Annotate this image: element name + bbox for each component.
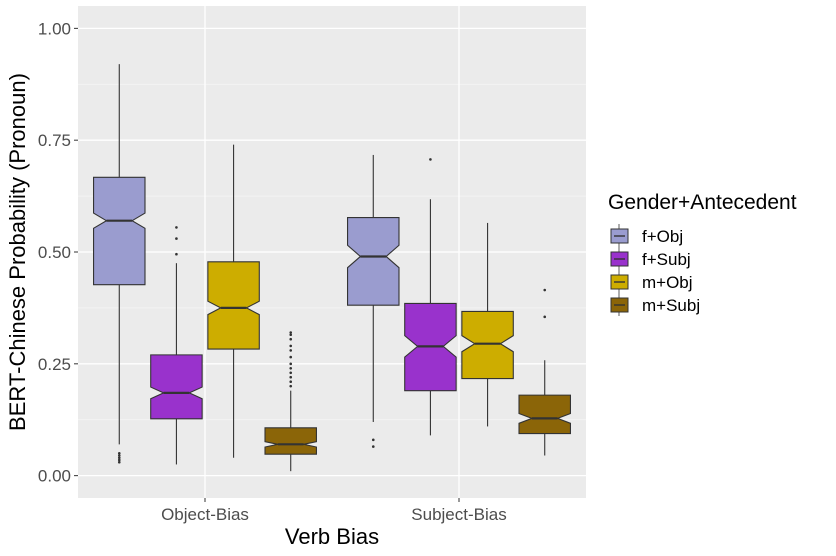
x-axis: Object-Bias Subject-Bias: [161, 498, 507, 524]
x-tick-label: Subject-Bias: [411, 505, 506, 524]
outlier-point: [117, 460, 121, 464]
y-axis: 0.00 0.25 0.50 0.75 1.00: [38, 19, 78, 486]
box-body: [93, 176, 146, 286]
outlier-point: [289, 362, 293, 366]
outlier-point: [117, 456, 121, 460]
outlier-point: [289, 384, 293, 388]
legend-entry-m+Obj: m+Obj: [610, 270, 693, 293]
outlier-point: [117, 451, 121, 455]
outlier-point: [289, 375, 293, 379]
y-tick-label: 0.25: [38, 355, 71, 374]
box-f+Subj-Object-Bias: [150, 226, 203, 465]
outlier-point: [543, 315, 547, 319]
x-tick-label: Object-Bias: [161, 505, 249, 524]
box-body: [461, 310, 514, 380]
box-f+Subj-Subject-Bias: [404, 158, 457, 436]
legend-entry-m+Subj: m+Subj: [610, 293, 700, 316]
box-body: [207, 261, 260, 350]
legend-title: Gender+Antecedent: [608, 191, 797, 214]
box-body: [347, 217, 400, 306]
outlier-point: [289, 355, 293, 359]
y-tick-label: 0.00: [38, 467, 71, 486]
box-m+Subj-Object-Bias: [264, 331, 317, 472]
outlier-point: [543, 288, 547, 292]
box-f+Obj-Object-Bias: [93, 64, 146, 464]
outlier-point: [289, 380, 293, 384]
x-axis-title: Verb Bias: [285, 524, 379, 549]
outlier-point: [371, 445, 375, 448]
box-body: [264, 427, 317, 455]
box-body: [518, 394, 571, 435]
outlier-point: [429, 158, 432, 161]
outlier-point: [289, 337, 293, 341]
box-m+Obj-Subject-Bias: [461, 222, 514, 427]
legend-label: f+Subj: [642, 250, 691, 269]
legend-label: m+Subj: [642, 296, 700, 315]
y-tick-label: 1.00: [38, 19, 71, 38]
outlier-point: [289, 366, 293, 370]
grid: [78, 6, 586, 498]
box-m+Subj-Subject-Bias: [518, 288, 571, 456]
legend-label: m+Obj: [642, 273, 693, 292]
outlier-point: [175, 252, 178, 256]
legend-label: f+Obj: [642, 227, 683, 246]
outlier-point: [117, 458, 121, 462]
outlier-point: [289, 344, 293, 348]
outlier-point: [175, 237, 178, 240]
outlier-point: [175, 226, 178, 229]
box-f+Obj-Subject-Bias: [347, 154, 400, 448]
y-tick-label: 0.75: [38, 131, 71, 150]
outlier-point: [289, 333, 293, 337]
outlier-point: [371, 438, 375, 442]
box-body: [150, 354, 203, 420]
box-m+Obj-Object-Bias: [207, 144, 260, 458]
outlier-point: [289, 349, 293, 352]
outlier-point: [289, 371, 293, 375]
y-axis-title: BERT-Chinese Probability (Pronoun): [5, 73, 30, 431]
outlier-point: [289, 331, 293, 334]
legend-entry-f+Subj: f+Subj: [610, 247, 691, 270]
outlier-point: [117, 454, 121, 457]
legend-entry-f+Obj: f+Obj: [610, 224, 683, 247]
legend: Gender+Antecedent f+Obj f+Subj m+Obj m+Subj: [608, 191, 797, 316]
boxplot-marks: [93, 64, 571, 472]
y-tick-label: 0.50: [38, 243, 71, 262]
